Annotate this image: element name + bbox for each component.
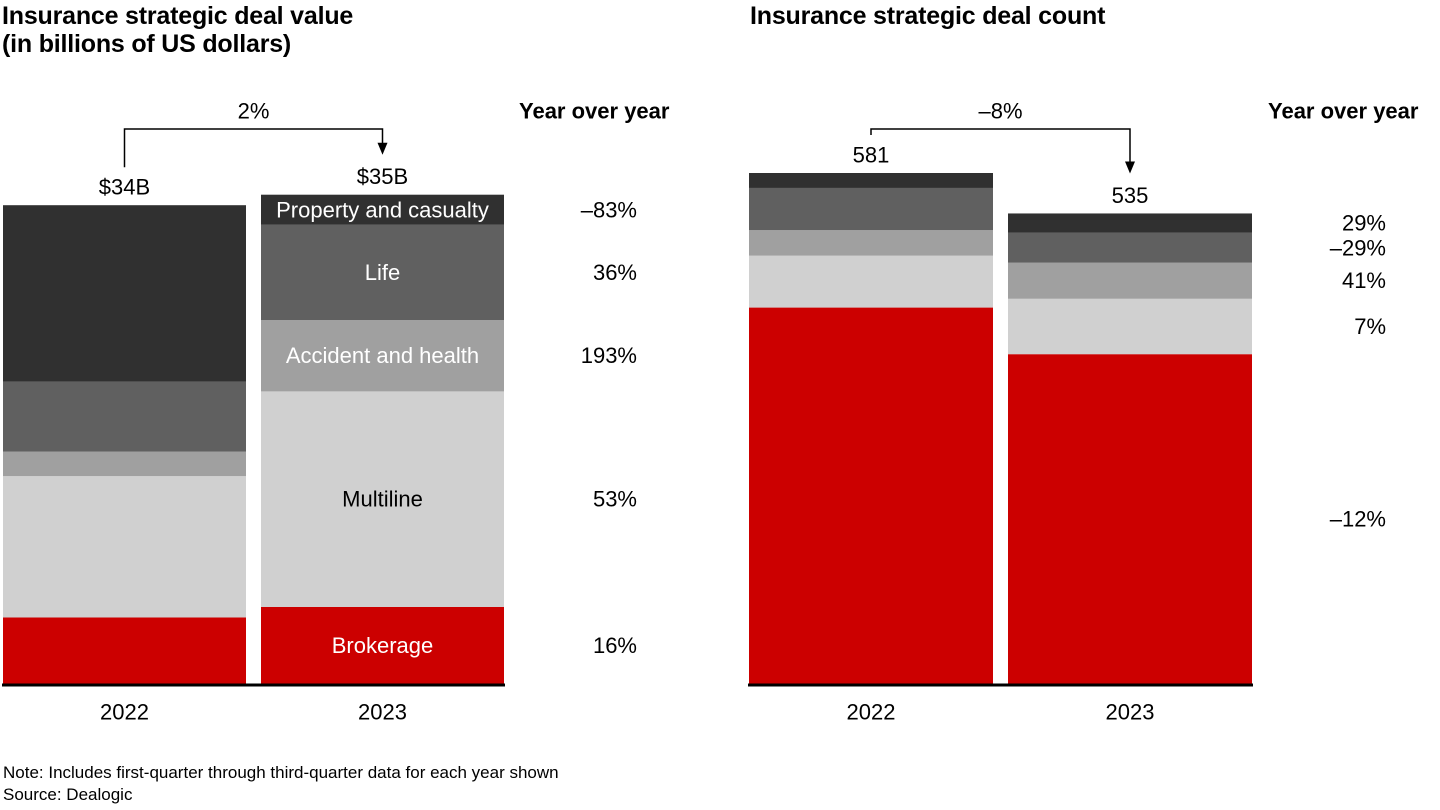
bar-segment-property-and-casualty-2023 bbox=[261, 194, 504, 225]
total-label: 581 bbox=[853, 143, 890, 168]
change-bracket-line bbox=[870, 128, 1131, 163]
bar-segment-brokerage-2023 bbox=[261, 607, 504, 684]
arrow-down-icon bbox=[1125, 161, 1135, 174]
total-label: 535 bbox=[1112, 183, 1149, 208]
chart-title-deal-value: Insurance strategic deal value (in billi… bbox=[2, 2, 353, 58]
yoy-value: 53% bbox=[593, 487, 637, 512]
x-tick-label: 2023 bbox=[358, 700, 407, 725]
bar-segment-life-2023 bbox=[261, 224, 504, 320]
yoy-value: 41% bbox=[1342, 268, 1386, 293]
yoy-value: 7% bbox=[1354, 314, 1386, 339]
bar-segment-multiline-2023 bbox=[261, 391, 504, 607]
bar-segment-brokerage-2022 bbox=[3, 617, 246, 684]
total-label: $34B bbox=[99, 175, 150, 200]
bar-segment-life-2023 bbox=[1008, 232, 1252, 263]
yoy-value: 29% bbox=[1342, 211, 1386, 236]
yoy-value: –83% bbox=[581, 197, 637, 222]
bar-segment-brokerage-2023 bbox=[1008, 354, 1252, 684]
change-bracket-line bbox=[123, 128, 384, 168]
yoy-value: –29% bbox=[1330, 235, 1386, 260]
segment-label: Property and casualty bbox=[276, 197, 489, 222]
bar-segment-accident-and-health-2023 bbox=[261, 320, 504, 392]
bar-segment-property-and-casualty-2022 bbox=[3, 205, 246, 382]
footnote-note: Note: Includes first-quarter through thi… bbox=[3, 763, 559, 782]
bar-segment-brokerage-2022 bbox=[749, 307, 993, 684]
chart-title-deal-count: Insurance strategic deal count bbox=[750, 2, 1105, 30]
yoy-header: Year over year bbox=[1268, 99, 1419, 124]
yoy-value: 36% bbox=[593, 260, 637, 285]
bar-segment-accident-and-health-2022 bbox=[749, 230, 993, 256]
segment-label: Brokerage bbox=[332, 633, 434, 658]
x-tick-label: 2022 bbox=[100, 700, 149, 725]
bar-segment-multiline-2022 bbox=[3, 476, 246, 618]
x-tick-label: 2022 bbox=[847, 700, 896, 725]
x-tick-label: 2023 bbox=[1106, 700, 1155, 725]
bar-segment-multiline-2022 bbox=[749, 255, 993, 308]
bar-segment-life-2022 bbox=[3, 381, 246, 452]
deal-count-chart: 581 2022 535 2023 –8% Year over year –12% 7% 41%… bbox=[748, 99, 1419, 725]
yoy-value: 16% bbox=[593, 633, 637, 658]
yoy-header: Year over year bbox=[519, 99, 670, 124]
yoy-value: –12% bbox=[1330, 507, 1386, 532]
bar-segment-accident-and-health-2023 bbox=[1008, 262, 1252, 299]
change-label: –8% bbox=[978, 99, 1022, 124]
change-label: 2% bbox=[238, 99, 270, 124]
chart-title: Insurance strategic deal count bbox=[750, 2, 1106, 30]
footnote-source: Source: Dealogic bbox=[3, 785, 133, 804]
bar-segment-accident-and-health-2022 bbox=[3, 451, 246, 477]
bar-segment-property-and-casualty-2023 bbox=[1008, 213, 1252, 233]
segment-label: Accident and health bbox=[286, 343, 479, 368]
bar-segment-life-2022 bbox=[749, 187, 993, 231]
segment-label: Multiline bbox=[342, 487, 423, 512]
arrow-down-icon bbox=[377, 142, 388, 155]
chart-subtitle: (in billions of US dollars) bbox=[2, 30, 292, 58]
bar-segment-property-and-casualty-2022 bbox=[749, 173, 993, 188]
bar-segment-multiline-2023 bbox=[1008, 298, 1252, 355]
total-label: $35B bbox=[357, 164, 408, 189]
segment-label: Life bbox=[365, 260, 400, 285]
chart-title: Insurance strategic deal value bbox=[2, 2, 354, 30]
deal-value-chart: $34B 2022 Brokerage Multiline Accident and h… bbox=[2, 99, 670, 725]
yoy-value: 193% bbox=[581, 343, 637, 368]
